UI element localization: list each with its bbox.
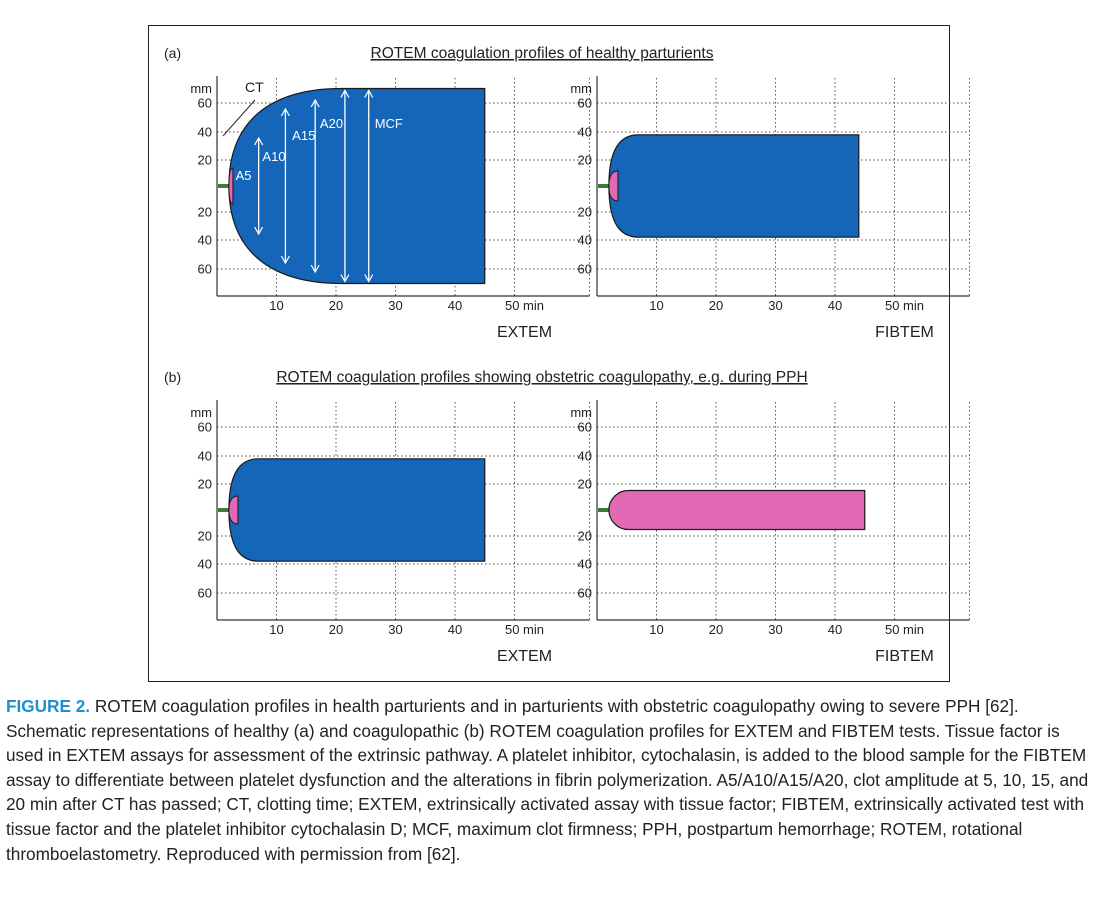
y-tick-label: 20 (198, 153, 212, 168)
figure-graphic: (a) ROTEM coagulation profiles of health… (164, 45, 970, 665)
clot-trace (228, 458, 486, 562)
arrow-head (364, 274, 374, 283)
clot-trace (228, 87, 486, 285)
x-tick-label: 50 min (505, 298, 544, 313)
amplitude-label: A10 (262, 149, 285, 164)
arrow-head (254, 226, 264, 236)
y-tick-label: 40 (578, 125, 592, 140)
initiation-phase (228, 495, 239, 525)
panel-b-title: ROTEM coagulation profiles showing obste… (276, 369, 807, 386)
y-tick-label: 60 (578, 262, 592, 277)
arrow-head (280, 255, 290, 265)
y-tick-label: 40 (578, 557, 592, 572)
x-tick-label: 20 (329, 298, 343, 313)
y-tick-label: 60 (198, 420, 212, 435)
amplitude-label: A5 (236, 168, 252, 183)
amplitude-label: A15 (292, 128, 315, 143)
x-tick-label: 10 (649, 298, 663, 313)
assay-label: EXTEM (497, 324, 552, 341)
caption-label: FIGURE 2. (6, 696, 91, 716)
y-tick-label: 60 (198, 586, 212, 601)
y-tick-label: 40 (198, 125, 212, 140)
x-tick-label: 40 (448, 298, 462, 313)
ct-label: CT (245, 79, 264, 95)
y-unit-label: mm (190, 405, 212, 420)
x-tick-label: 10 (269, 622, 283, 637)
x-tick-label: 30 (388, 298, 402, 313)
assay-label: EXTEM (497, 648, 552, 665)
arrow-head (280, 107, 290, 117)
x-tick-label: 20 (329, 622, 343, 637)
panel-a-title: ROTEM coagulation profiles of healthy pa… (371, 45, 714, 62)
clot-trace (608, 489, 866, 531)
initiation-phase (228, 167, 234, 205)
arrow-head (310, 264, 320, 274)
y-tick-label: 40 (198, 233, 212, 248)
figure-frame (148, 25, 950, 682)
y-tick-label: 20 (578, 529, 592, 544)
ct-leader-line (222, 99, 256, 137)
y-tick-label: 40 (578, 449, 592, 464)
y-tick-label: 60 (578, 586, 592, 601)
x-tick-label: 30 (768, 622, 782, 637)
panel-a-label: (a) (164, 45, 181, 61)
x-tick-label: 40 (448, 622, 462, 637)
x-tick-label: 20 (709, 622, 723, 637)
y-tick-label: 20 (198, 529, 212, 544)
caption-text: ROTEM coagulation profiles in health par… (6, 696, 1089, 864)
arrow-head (310, 98, 320, 108)
arrow-head (364, 89, 374, 98)
y-tick-label: 20 (578, 153, 592, 168)
y-tick-label: 40 (198, 557, 212, 572)
x-tick-label: 30 (388, 622, 402, 637)
clot-trace (608, 134, 860, 238)
x-tick-label: 50 min (505, 622, 544, 637)
assay-label: FIBTEM (875, 648, 934, 665)
arrow-head (340, 274, 350, 283)
x-tick-label: 10 (269, 298, 283, 313)
y-tick-label: 60 (198, 96, 212, 111)
x-tick-label: 20 (709, 298, 723, 313)
x-tick-label: 40 (828, 298, 842, 313)
x-tick-label: 40 (828, 622, 842, 637)
y-unit-label: mm (570, 81, 592, 96)
y-tick-label: 60 (198, 262, 212, 277)
figure-caption: FIGURE 2. ROTEM coagulation profiles in … (6, 694, 1098, 866)
y-tick-label: 60 (578, 96, 592, 111)
x-tick-label: 10 (649, 622, 663, 637)
initiation-phase (608, 170, 619, 202)
y-tick-label: 20 (198, 205, 212, 220)
arrow-head (254, 136, 264, 146)
y-tick-label: 20 (198, 477, 212, 492)
amplitude-label: A20 (320, 116, 343, 131)
y-unit-label: mm (190, 81, 212, 96)
x-tick-label: 50 min (885, 622, 924, 637)
y-tick-label: 40 (578, 233, 592, 248)
amplitude-label: MCF (375, 116, 403, 131)
y-tick-label: 20 (578, 477, 592, 492)
arrow-head (340, 89, 350, 98)
panel-b-label: (b) (164, 369, 181, 385)
assay-label: FIBTEM (875, 324, 934, 341)
y-tick-label: 20 (578, 205, 592, 220)
y-unit-label: mm (570, 405, 592, 420)
y-tick-label: 60 (578, 420, 592, 435)
x-tick-label: 30 (768, 298, 782, 313)
y-tick-label: 40 (198, 449, 212, 464)
x-tick-label: 50 min (885, 298, 924, 313)
